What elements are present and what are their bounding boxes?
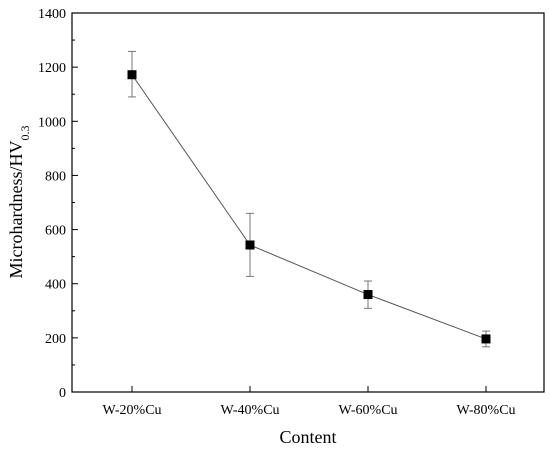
data-point-marker	[127, 70, 137, 80]
plot-frame	[71, 12, 545, 393]
y-tick-label: 1400	[38, 7, 66, 22]
x-tick-label: W-20%Cu	[102, 403, 161, 418]
y-tick-label: 400	[45, 278, 66, 293]
data-point-marker	[363, 290, 373, 300]
y-tick-label: 1200	[38, 61, 66, 76]
series-line	[131, 74, 487, 340]
x-tick-label: W-80%Cu	[456, 403, 515, 418]
y-axis-title-main: Microhardness/HV	[6, 141, 26, 279]
x-tick-label: W-40%Cu	[220, 403, 279, 418]
data-point-marker	[481, 334, 491, 344]
y-tick-label: 800	[45, 169, 66, 184]
plot-area: 0 200 400 600 800 1000 1200 1400 W-20%Cu W-40%Cu W…	[38, 7, 545, 418]
data-point-marker	[245, 240, 255, 250]
y-tick-label: 600	[45, 224, 66, 239]
y-tick-label: 1000	[38, 115, 66, 130]
y-tick-label: 200	[45, 332, 66, 347]
y-tick-label: 0	[59, 386, 66, 401]
x-axis-title: Content	[280, 427, 337, 447]
y-axis-title: Microhardness/HV0.3	[6, 126, 32, 279]
y-axis-title-subscript: 0.3	[18, 126, 32, 141]
x-tick-label: W-60%Cu	[338, 403, 397, 418]
